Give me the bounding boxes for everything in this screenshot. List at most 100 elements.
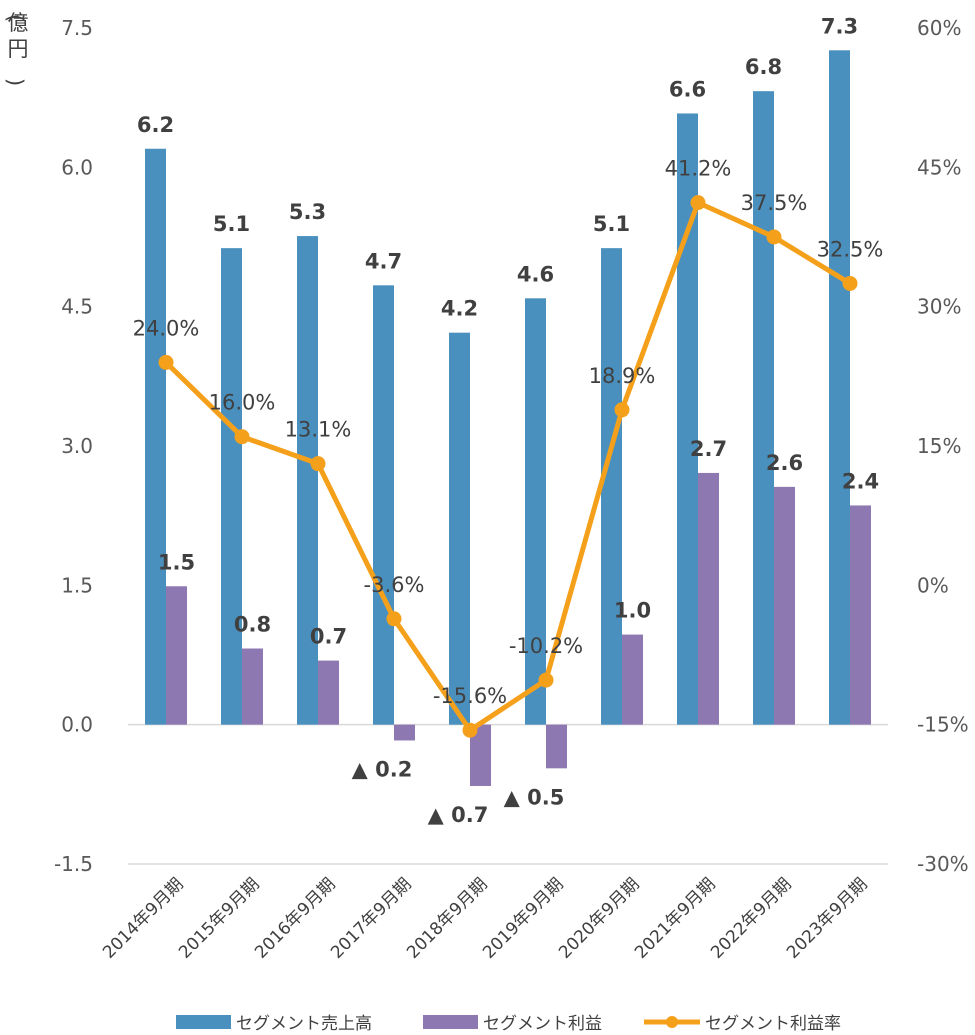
bar-profit: [470, 724, 491, 786]
bar-profit: [394, 724, 415, 741]
bar-sales: [297, 236, 318, 725]
left-tick-label: -1.5: [54, 852, 93, 876]
bar-sales: [601, 248, 622, 725]
sales-data-label: 4.7: [365, 249, 402, 273]
left-tick-label: 4.5: [61, 295, 93, 319]
profit-data-label: 2.6: [766, 451, 803, 475]
rate-point: [842, 275, 858, 291]
bar-sales: [221, 248, 242, 725]
category-label: 2020年9月期: [555, 874, 643, 962]
left-tick-label: 6.0: [61, 155, 93, 179]
rate-data-label: -10.2%: [509, 634, 583, 658]
category-label: 2021年9月期: [631, 874, 719, 962]
rate-data-label: 37.5%: [741, 191, 808, 215]
category-label: 2023年9月期: [783, 874, 871, 962]
rate-data-label: 18.9%: [589, 364, 656, 388]
bar-profit: [622, 634, 643, 725]
y-unit-char: 円: [8, 37, 29, 61]
profit-data-label: 1.0: [614, 599, 651, 623]
right-axis-ticks: 60% 45% 30% 15% 0% -15% -30%: [917, 16, 969, 876]
legend: セグメント売上高 セグメント利益 セグメント利益率: [176, 1014, 841, 1034]
legend-label-profit: セグメント利益: [483, 1014, 602, 1034]
bars-layer: [145, 50, 871, 786]
left-axis-ticks: 7.5 6.0 4.5 3.0 1.5 0.0 -1.5: [54, 16, 93, 876]
legend-label-rate: セグメント利益率: [705, 1014, 841, 1034]
right-tick-label: 30%: [917, 295, 961, 319]
rate-data-label: 16.0%: [209, 391, 276, 415]
category-label: 2017年9月期: [327, 874, 415, 962]
right-tick-label: -30%: [917, 852, 969, 876]
sales-data-label: 4.2: [441, 297, 478, 321]
category-label: 2022年9月期: [707, 874, 795, 962]
rate-point: [462, 722, 478, 738]
bar-profit: [774, 486, 795, 725]
right-tick-label: 45%: [917, 155, 961, 179]
profit-data-label: ▲ 0.7: [428, 803, 489, 827]
bar-profit: [546, 724, 567, 769]
rate-point: [538, 672, 554, 688]
rate-data-label: 24.0%: [133, 316, 200, 340]
legend-swatch-rate-point: [666, 1016, 678, 1028]
right-tick-label: 15%: [917, 434, 961, 458]
y-unit-char: 億: [8, 11, 29, 35]
rate-line: [164, 200, 852, 733]
bar-sales: [677, 113, 698, 725]
bar-sales: [449, 332, 470, 725]
left-tick-label: 0.0: [61, 713, 93, 737]
right-tick-label: 60%: [917, 16, 961, 40]
sales-data-label: 6.2: [137, 113, 174, 137]
bar-profit: [698, 472, 719, 725]
rate-data-label: -3.6%: [364, 573, 425, 597]
rate-point: [766, 229, 782, 245]
y-unit-paren-open: (: [3, 14, 27, 22]
bar-labels-layer: 6.2 1.5 5.1 0.8 5.3 0.7 4.7 ▲ 0.2 4.2 ▲ 0.7 4.6 ▲ 0…: [137, 14, 879, 827]
category-label: 2016年9月期: [251, 874, 339, 962]
sales-data-label: 4.6: [517, 262, 554, 286]
category-label: 2019年9月期: [479, 874, 567, 962]
rate-line-layer: 24.0% 16.0% 13.1% -3.6% -15.6% -10.2% 18.9% 41.…: [133, 157, 884, 738]
y-unit-label: 億円 (): [3, 11, 29, 86]
rate-point: [310, 456, 326, 472]
bar-profit: [166, 586, 187, 725]
sales-data-label: 7.3: [821, 14, 858, 38]
right-tick-label: -15%: [917, 713, 969, 737]
legend-swatch-profit: [423, 1015, 478, 1029]
legend-swatch-sales: [176, 1015, 231, 1029]
right-tick-label: 0%: [917, 573, 949, 597]
profit-data-label: 0.7: [310, 625, 347, 649]
rate-point: [690, 195, 706, 211]
category-label: 2014年9月期: [99, 874, 187, 962]
rate-data-label: -15.6%: [433, 684, 507, 708]
bar-sales: [829, 50, 850, 725]
sales-data-label: 6.6: [669, 77, 706, 101]
category-labels: 2014年9月期2015年9月期2016年9月期2017年9月期2018年9月期…: [99, 874, 871, 962]
rate-data-label: 41.2%: [665, 157, 732, 181]
rate-point: [386, 611, 402, 627]
left-tick-label: 1.5: [61, 573, 93, 597]
rate-data-label: 13.1%: [285, 418, 352, 442]
category-label: 2015年9月期: [175, 874, 263, 962]
profit-data-label: 2.4: [842, 469, 879, 493]
bar-sales: [525, 298, 546, 725]
bar-profit: [242, 648, 263, 725]
sales-data-label: 5.3: [289, 200, 326, 224]
profit-data-label: 1.5: [158, 550, 195, 574]
rate-point: [614, 402, 630, 418]
y-unit-paren-close: ): [3, 78, 27, 86]
sales-data-label: 6.8: [745, 55, 782, 79]
rate-point: [234, 429, 250, 445]
profit-data-label: ▲ 0.2: [352, 757, 413, 781]
rate-point: [158, 354, 174, 370]
sales-data-label: 5.1: [593, 212, 630, 236]
bar-sales: [373, 285, 394, 725]
rate-data-label: 32.5%: [817, 237, 884, 261]
left-tick-label: 7.5: [61, 16, 93, 40]
bar-sales: [145, 148, 166, 725]
profit-data-label: 2.7: [690, 437, 727, 461]
left-tick-label: 3.0: [61, 434, 93, 458]
profit-data-label: 0.8: [234, 612, 271, 636]
sales-data-label: 5.1: [213, 212, 250, 236]
profit-data-label: ▲ 0.5: [504, 785, 565, 809]
bar-sales: [753, 91, 774, 725]
